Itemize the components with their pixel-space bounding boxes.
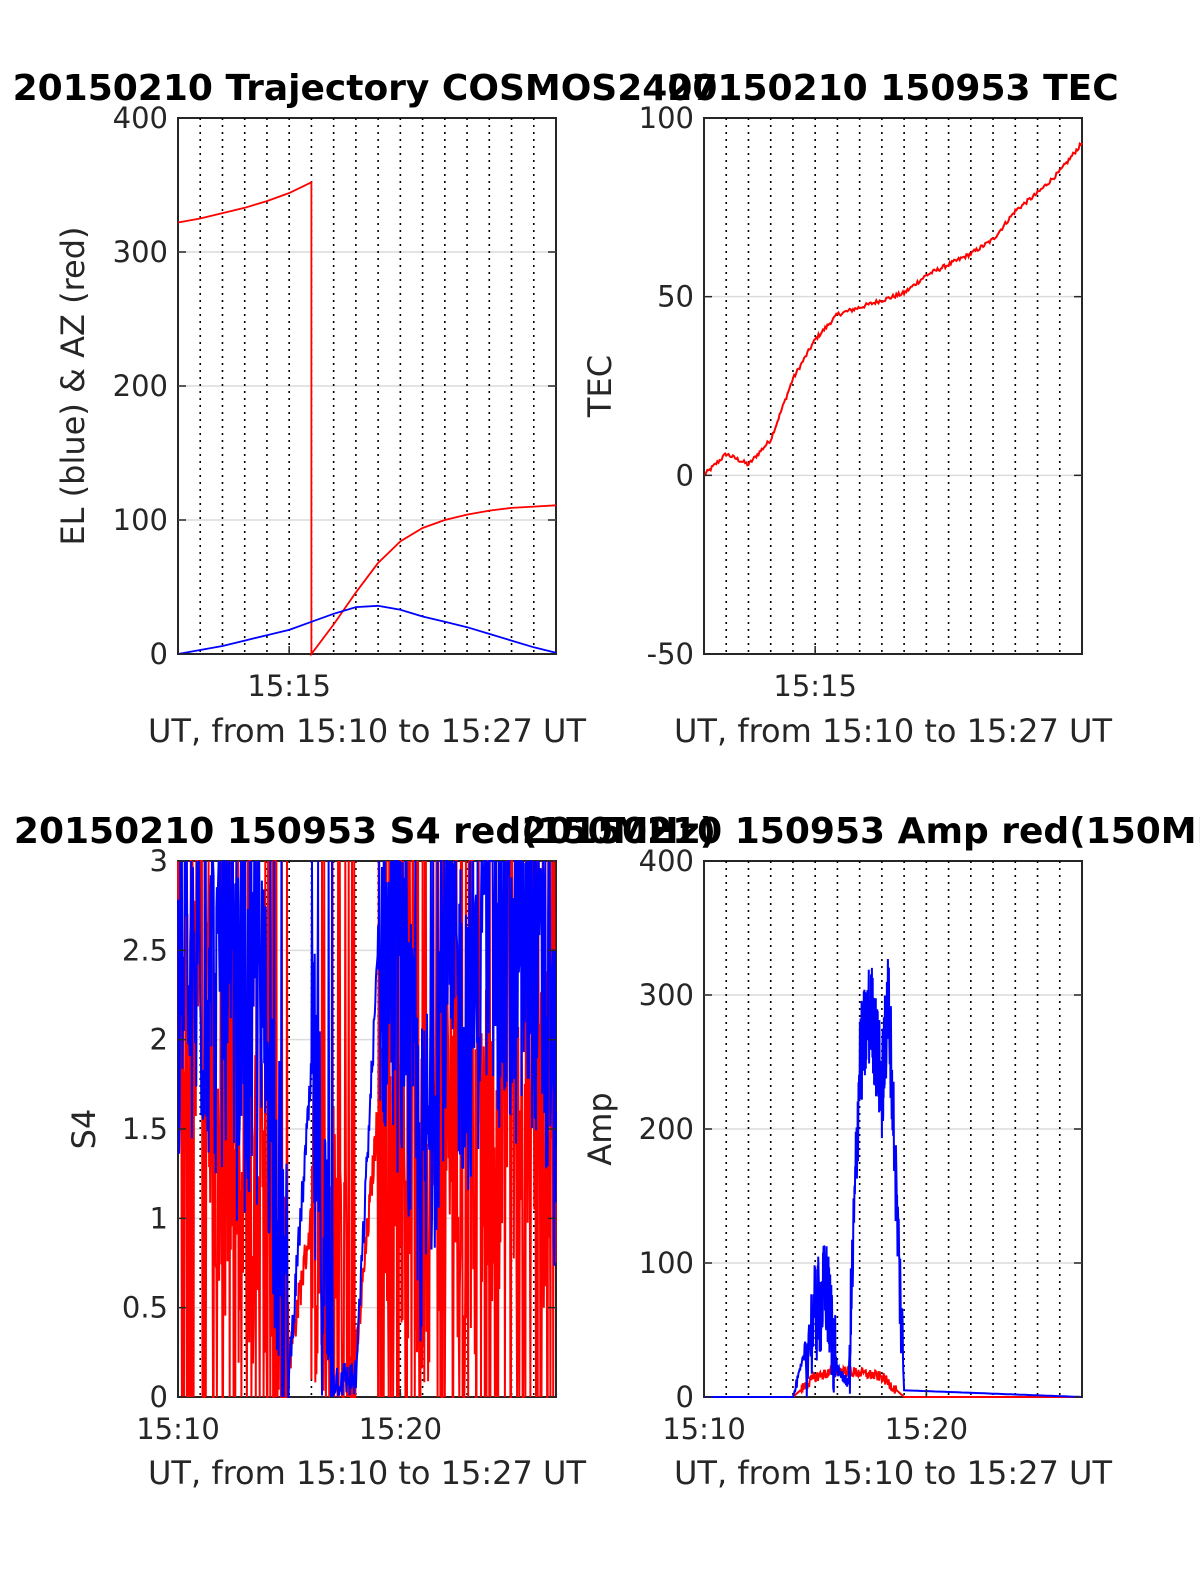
series-line-2 [177, 604, 557, 655]
series-line-1 [177, 180, 557, 657]
series-line-2 [177, 860, 557, 1398]
x-tick-label: 15:20 [885, 1412, 969, 1446]
x-tick-label: 15:15 [773, 669, 857, 703]
y-tick-label: 0 [150, 1380, 168, 1414]
x-axis-label: UT, from 15:10 to 15:27 UT [148, 1454, 586, 1492]
y-tick-label: 3 [150, 844, 168, 878]
y-tick-label: -50 [647, 637, 694, 671]
x-tick-label: 15:20 [359, 1412, 443, 1446]
y-tick-label: 50 [657, 280, 694, 314]
y-tick-label: 100 [639, 1246, 694, 1280]
y-tick-label: 300 [113, 235, 168, 269]
y-tick-label: 400 [113, 101, 168, 135]
y-tick-label: 1 [150, 1201, 168, 1235]
chart-title: 20150210 150953 TEC [667, 68, 1118, 109]
y-tick-label: 0.5 [122, 1291, 168, 1325]
series-line-2 [704, 958, 1083, 1398]
chart-4: 0 100 200 300 400 15:10 15:20 20150210 150953 A… [522, 811, 1200, 1492]
y-tick-label: 200 [113, 369, 168, 403]
series-line-1 [703, 141, 1083, 477]
chart-title: 20150210 150953 Amp red(150MHz) [522, 811, 1200, 852]
chart-3: 0 0.5 1 1.5 2 2.5 3 15:10 15:20 20150210 150953 S… [14, 811, 716, 1492]
x-tick-label: 15:10 [662, 1412, 746, 1446]
y-tick-label: 0 [676, 458, 694, 492]
y-axis-label: Amp [581, 1092, 619, 1165]
x-tick-label: 15:15 [247, 669, 331, 703]
y-tick-label: 300 [639, 978, 694, 1012]
x-axis-label: UT, from 15:10 to 15:27 UT [674, 1454, 1112, 1492]
x-axis-label: UT, from 15:10 to 15:27 UT [674, 712, 1112, 750]
y-axis-label: S4 [65, 1109, 103, 1150]
y-tick-label: 0 [150, 637, 168, 671]
chart-2: -50 0 50 100 15:15 20150210 150953 TEC UT, fro… [581, 68, 1119, 750]
y-axis-label: TEC [581, 355, 619, 418]
plot-area [703, 117, 1083, 655]
y-tick-label: 100 [113, 503, 168, 537]
y-tick-label: 200 [639, 1112, 694, 1146]
y-tick-label: 1.5 [122, 1112, 168, 1146]
y-tick-label: 400 [639, 844, 694, 878]
x-axis-label: UT, from 15:10 to 15:27 UT [148, 712, 586, 750]
y-tick-label: 2.5 [122, 933, 168, 967]
y-tick-label: 100 [639, 101, 694, 135]
chart-title: 20150210 Trajectory COSMOS2407 [13, 68, 718, 109]
y-tick-label: 0 [676, 1380, 694, 1414]
x-tick-label: 15:10 [136, 1412, 220, 1446]
chart-1: 0 100 200 300 400 15:15 20150210 Trajectory CO… [13, 68, 718, 750]
y-axis-label: EL (blue) & AZ (red) [54, 226, 92, 545]
y-tick-label: 2 [150, 1023, 168, 1057]
chart-title: 20150210 150953 S4 red(150MHz) [14, 811, 716, 852]
